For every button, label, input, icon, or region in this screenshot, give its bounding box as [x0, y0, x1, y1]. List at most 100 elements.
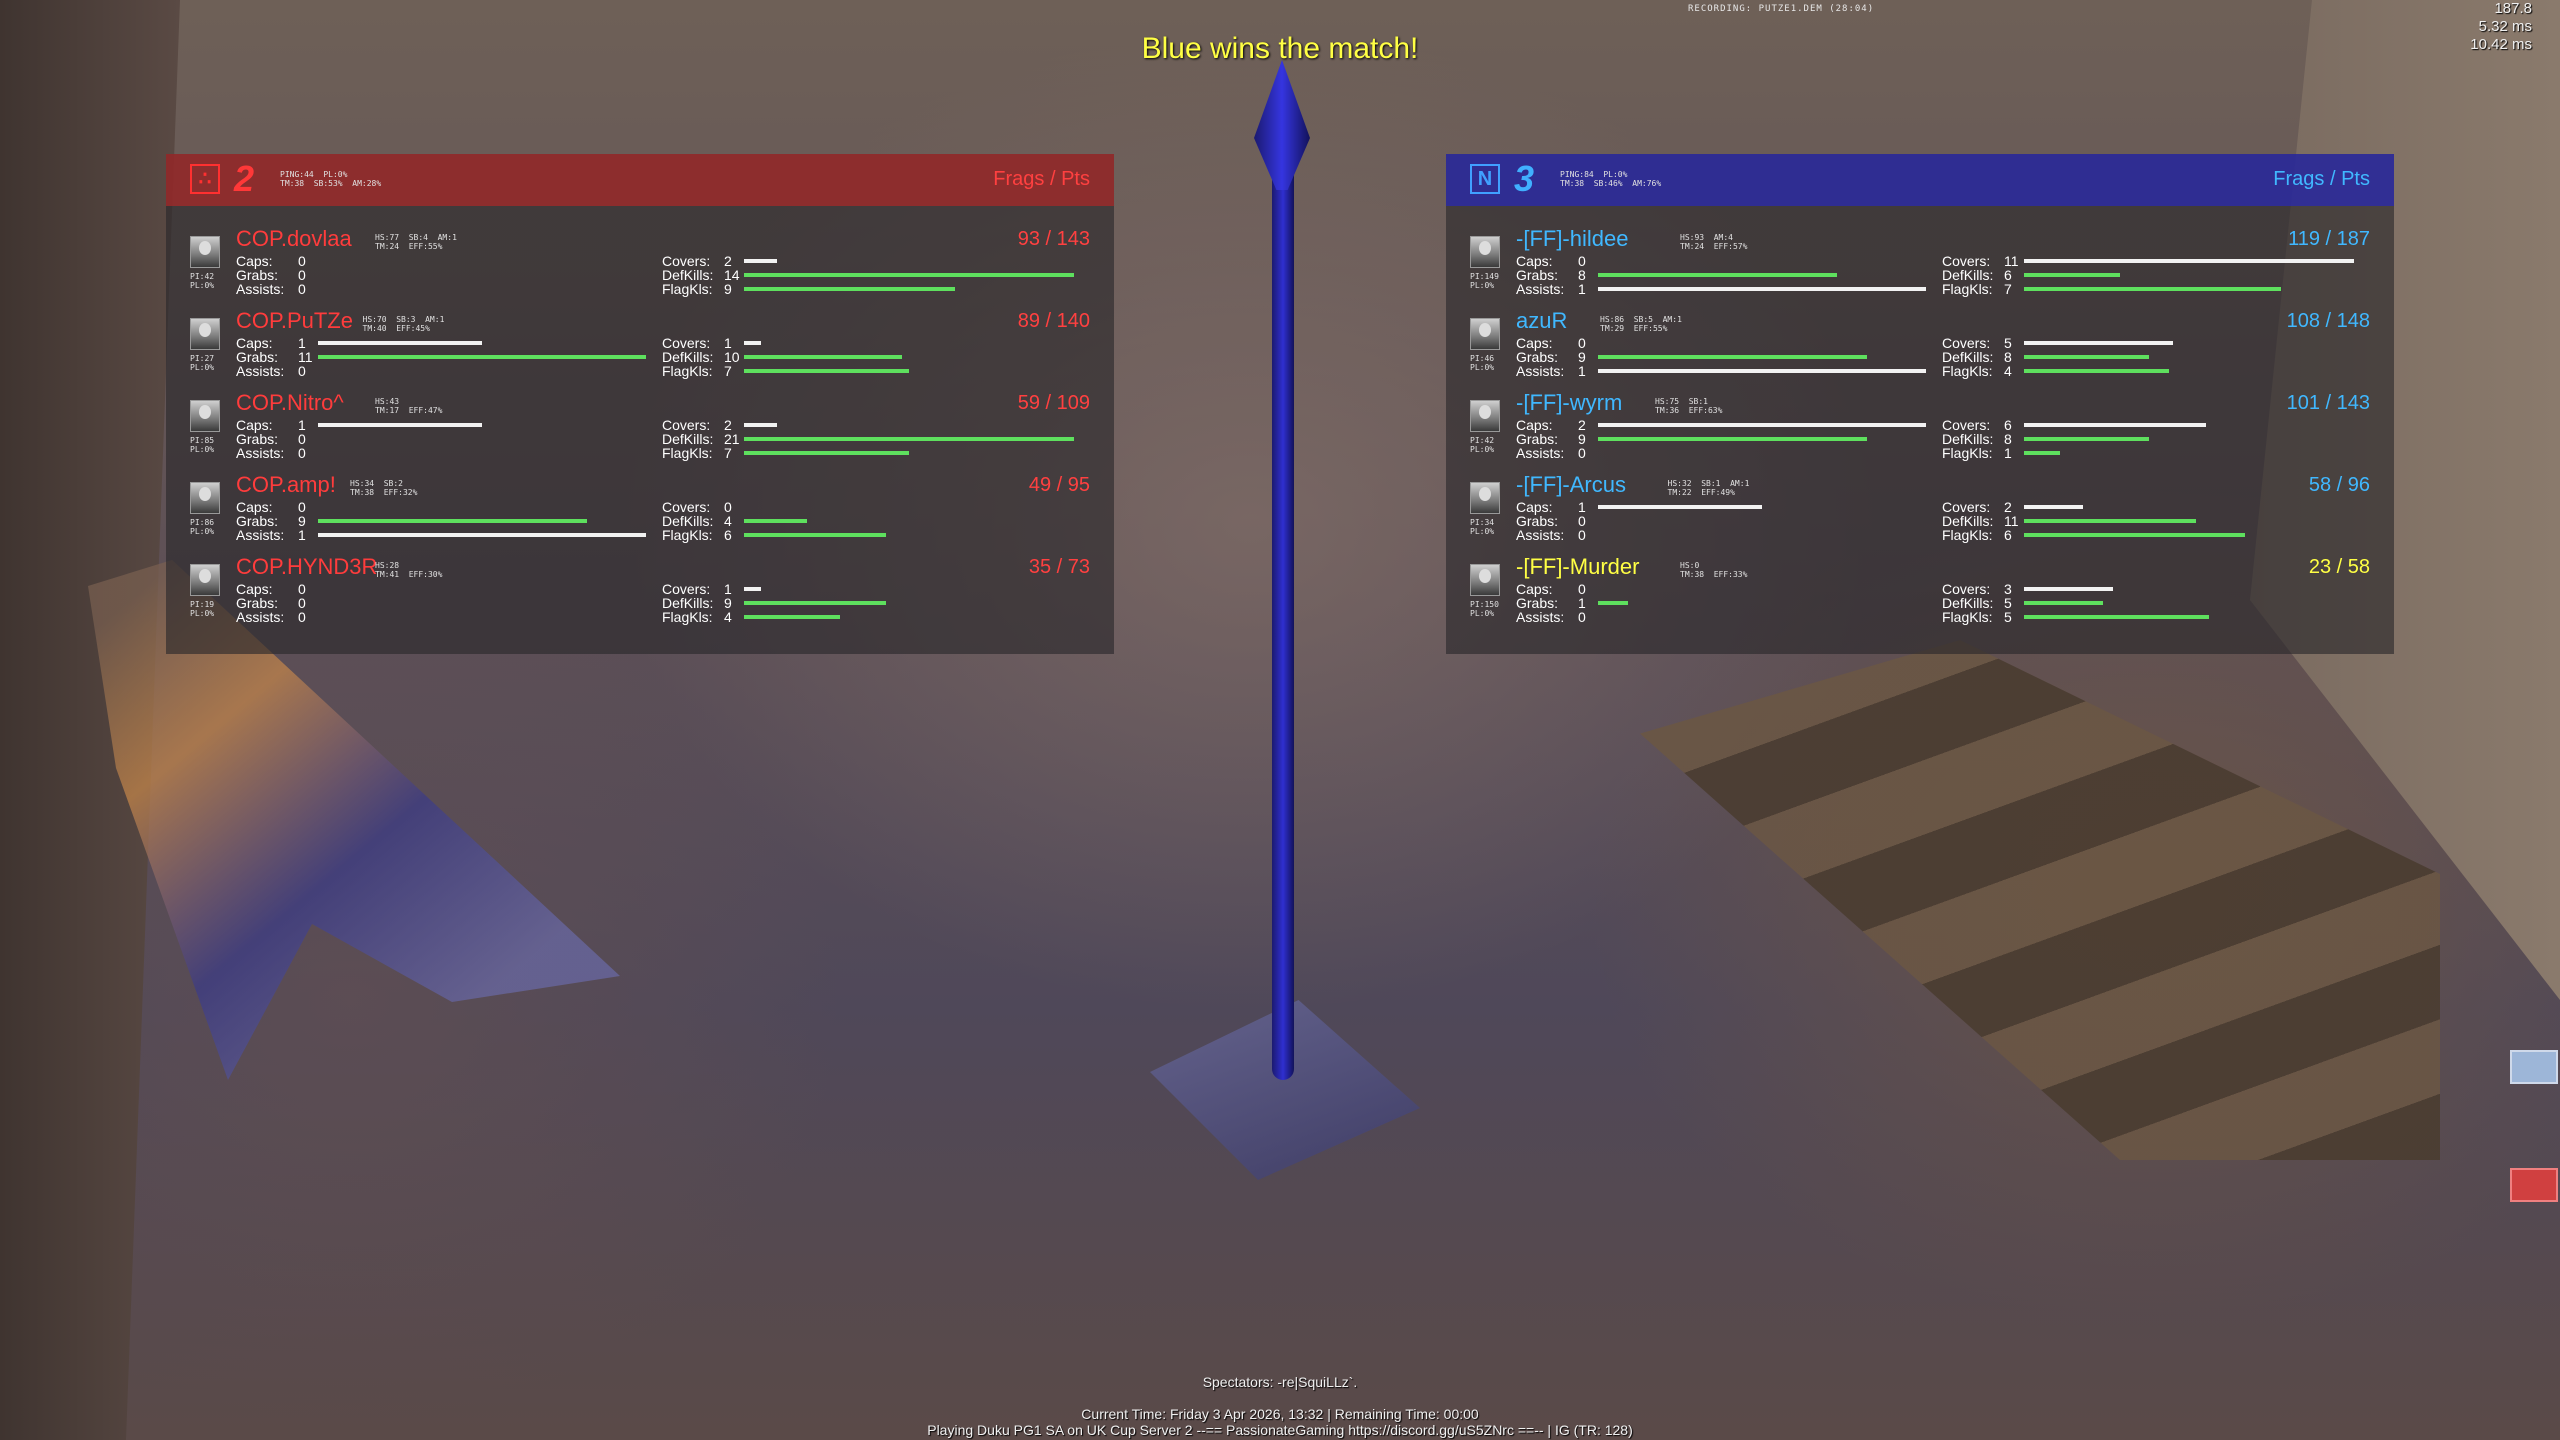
player-row[interactable]: PI:19 PL:0% COP.HYND3R HS:28 TM:41 EFF:30%…	[166, 544, 1114, 626]
player-row[interactable]: PI:27 PL:0% COP.PuTZe HS:70 SB:3 AM:1 TM:4…	[166, 298, 1114, 380]
stat-caps: Caps: 1	[1516, 500, 1856, 514]
stat-label: FlagKls:	[1942, 609, 1993, 625]
stat-caps: Caps: 0	[1516, 254, 1856, 268]
stat-value: 5	[2004, 609, 2012, 625]
stat-value: 2	[724, 253, 732, 269]
stat-defkills: DefKills: 21	[662, 432, 1092, 446]
player-ping: PI:46 PL:0%	[1470, 354, 1494, 372]
stat-label: Caps:	[236, 499, 273, 515]
stat-defkills: DefKills: 11	[1942, 514, 2372, 528]
player-row[interactable]: PI:85 PL:0% COP.Nitro^ HS:43 TM:17 EFF:47%…	[166, 380, 1114, 462]
stat-bar	[2024, 587, 2113, 591]
stat-flagkills: FlagKls: 1	[1942, 446, 2372, 460]
stat-value: 1	[1578, 363, 1586, 379]
player-ping: PI:34 PL:0%	[1470, 518, 1494, 536]
stat-grabs: Grabs: 11	[236, 349, 646, 365]
stat-grabs: Grabs: 1	[1516, 596, 1856, 610]
stat-label: FlagKls:	[1942, 363, 1993, 379]
stat-label: Grabs:	[236, 349, 279, 365]
stat-bar	[744, 369, 909, 373]
player-ping: PI:19 PL:0%	[190, 600, 214, 618]
player-row[interactable]: PI:46 PL:0% azuR HS:86 SB:5 AM:1 TM:29 EFF…	[1446, 298, 2394, 380]
player-frags-points: 49 / 95	[1028, 474, 1090, 496]
player-row[interactable]: PI:149 PL:0% -[FF]-hildee HS:93 AM:4 TM:24…	[1446, 216, 2394, 298]
extra-line1: HS:32 SB:1 AM:1	[1667, 479, 1750, 488]
stat-bar	[2024, 437, 2149, 441]
stat-covers: Covers: 11	[1942, 254, 2372, 268]
player-row[interactable]: PI:34 PL:0% -[FF]-Arcus HS:32 SB:1 AM:1 TM…	[1446, 462, 2394, 544]
player-row[interactable]: PI:86 PL:0% COP.amp! HS:34 SB:2 TM:38 EFF:…	[166, 462, 1114, 544]
extra-line2: TM:41 EFF:30%	[375, 570, 443, 579]
ping-value: PI:19	[190, 600, 215, 609]
stat-label: DefKills:	[662, 595, 714, 611]
stat-value: 8	[2004, 349, 2012, 365]
server-line: Playing Duku PG1 SA on UK Cup Server 2 -…	[927, 1422, 1633, 1438]
player-frags-points: 89 / 140	[1017, 310, 1090, 332]
stat-label: Caps:	[236, 581, 273, 597]
stat-label: Assists:	[236, 281, 285, 297]
stat-value: 11	[2004, 253, 2019, 269]
stat-bar	[2024, 369, 2169, 373]
match-result: Blue wins the match!	[1141, 32, 1419, 65]
stat-label: FlagKls:	[1942, 445, 1993, 461]
team-score: 2	[234, 158, 255, 199]
stat-bar	[2024, 519, 2196, 523]
stat-bar	[1598, 369, 1926, 373]
stat-label: Assists:	[1516, 609, 1565, 625]
stat-label: Assists:	[1516, 281, 1565, 297]
stat-value: 1	[298, 417, 306, 433]
stat-flagkills: FlagKls: 6	[1942, 528, 2372, 542]
extra-line2: TM:36 EFF:63%	[1655, 406, 1723, 415]
stat-defkills: DefKills: 8	[1942, 432, 2372, 446]
extra-line2: TM:22 EFF:49%	[1667, 488, 1735, 497]
player-row[interactable]: PI:150 PL:0% -[FF]-Murder HS:0 TM:38 EFF:3…	[1446, 544, 2394, 626]
stat-value: 21	[724, 431, 740, 447]
extra-line1: HS:93 AM:4	[1680, 233, 1733, 242]
stat-label: Caps:	[1516, 335, 1553, 351]
player-name: -[FF]-Arcus	[1516, 472, 1626, 497]
stat-value: 0	[1578, 445, 1586, 461]
extra-line2: TM:24 EFF:55%	[375, 242, 443, 251]
stat-bar	[744, 587, 761, 591]
extra-line1: HS:43	[375, 397, 400, 406]
player-name: -[FF]-wyrm	[1516, 390, 1623, 415]
stat-label: Assists:	[1516, 445, 1565, 461]
packet-loss-value: PL:0%	[1470, 445, 1495, 454]
stat-label: FlagKls:	[662, 363, 713, 379]
stat-assists: Assists: 1	[1516, 281, 1926, 297]
stat-covers: Covers: 1	[662, 336, 1092, 350]
stat-value: 4	[724, 513, 732, 529]
stat-bar	[318, 533, 646, 537]
stat-value: 6	[724, 527, 732, 543]
stat-value: 0	[298, 609, 306, 625]
player-avatar	[1470, 236, 1500, 268]
stat-bar	[744, 423, 777, 427]
stat-flagkills: FlagKls: 4	[1942, 364, 2372, 378]
stat-label: Covers:	[662, 499, 711, 515]
stat-label: Assists:	[236, 527, 285, 543]
stat-label: Grabs:	[1516, 431, 1559, 447]
player-ping: PI:86 PL:0%	[190, 518, 214, 536]
player-frags-points: 93 / 143	[1017, 228, 1090, 250]
stat-bar	[744, 273, 1074, 277]
stat-value: 0	[298, 363, 306, 379]
stat-label: Grabs:	[1516, 349, 1559, 365]
stat-value: 0	[298, 499, 306, 515]
spectators-line: Spectators: -re|SquiLLz`.	[1202, 1374, 1358, 1390]
stat-label: Caps:	[236, 335, 273, 351]
player-name: azuR	[1516, 308, 1568, 333]
player-extra-stats: HS:86 SB:5 AM:1 TM:29 EFF:55%	[1600, 315, 1682, 333]
stat-caps: Caps: 2	[1516, 418, 1926, 432]
ping-value: PI:46	[1470, 354, 1495, 363]
packet-loss-value: PL:0%	[1470, 609, 1495, 618]
player-row[interactable]: PI:42 PL:0% -[FF]-wyrm HS:75 SB:1 TM:36 EF…	[1446, 380, 2394, 462]
stat-label: DefKills:	[1942, 349, 1994, 365]
player-extra-stats: HS:93 AM:4 TM:24 EFF:57%	[1680, 233, 1747, 251]
player-row[interactable]: PI:42 PL:0% COP.dovlaa HS:77 SB:4 AM:1 TM:…	[166, 216, 1114, 298]
stat-label: Covers:	[662, 253, 711, 269]
stat-value: 0	[1578, 527, 1586, 543]
stat-bar	[2024, 601, 2103, 605]
stat-bar	[744, 519, 807, 523]
player-extra-stats: HS:0 TM:38 EFF:33%	[1680, 561, 1747, 579]
stat-flagkills: FlagKls: 4	[662, 610, 1092, 624]
